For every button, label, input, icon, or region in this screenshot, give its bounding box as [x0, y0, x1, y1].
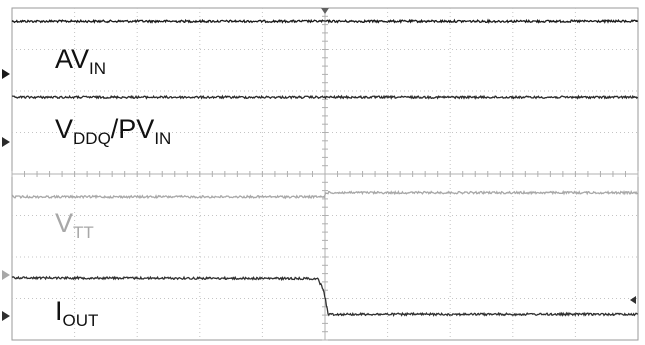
- channel-marker-1: [2, 137, 10, 147]
- grid: [11, 7, 639, 341]
- channel-marker-0: [2, 69, 10, 79]
- channel-markers: [2, 8, 636, 321]
- channel-marker-3: [2, 311, 10, 321]
- trace-0: [11, 18, 639, 25]
- trace-1: [11, 94, 639, 100]
- label-vddq-pvin: VDDQ/PVIN: [55, 114, 171, 148]
- trigger-position-marker: [321, 8, 329, 14]
- trigger-level-marker: [630, 296, 636, 304]
- trace-2: [11, 189, 638, 200]
- trace-3: [11, 275, 639, 317]
- label-avin: AVIN: [55, 44, 106, 78]
- label-vtt: VTT: [55, 208, 94, 242]
- traces: [11, 18, 639, 317]
- label-iout: IOUT: [55, 296, 98, 330]
- channel-marker-2: [2, 270, 10, 280]
